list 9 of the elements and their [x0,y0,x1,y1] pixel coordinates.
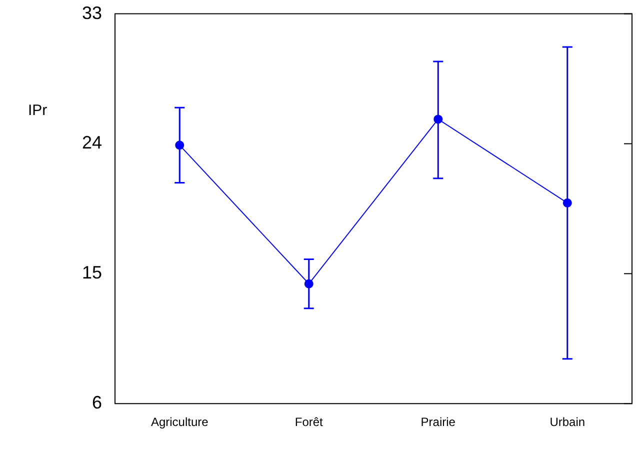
y-tick-label: 33 [82,2,102,23]
x-tick-label: Prairie [420,415,456,430]
y-tick-label: 24 [82,132,102,153]
x-tick-label: Forêt [294,415,324,430]
y-axis-title: IPr [28,102,48,119]
x-tick-label: Urbain [550,415,586,430]
x-tick-label: Agriculture [150,415,209,430]
y-tick-label: 15 [82,262,102,283]
y-tick-label: 6 [92,392,102,413]
